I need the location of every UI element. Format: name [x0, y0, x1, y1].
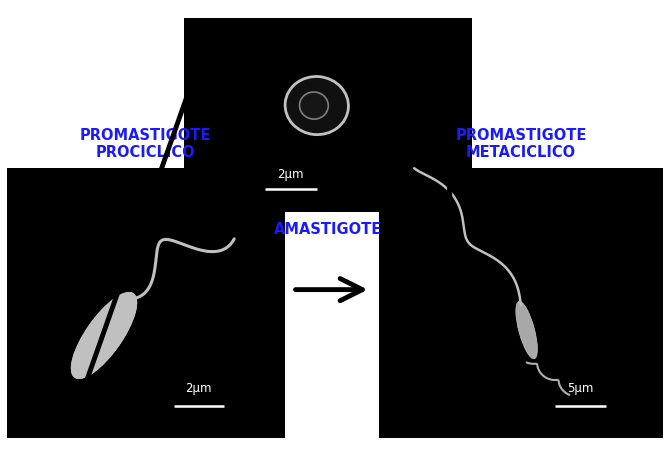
Ellipse shape [299, 92, 328, 119]
Text: 2μm: 2μm [186, 382, 212, 395]
Ellipse shape [285, 77, 348, 135]
Text: 2μm: 2μm [277, 168, 304, 181]
Text: PROMASTIGOTE
PROCICLICO: PROMASTIGOTE PROCICLICO [80, 128, 212, 160]
Ellipse shape [71, 292, 137, 378]
Bar [7, 168, 285, 438]
Text: AMASTIGOTE: AMASTIGOTE [274, 222, 383, 237]
Bar [379, 168, 663, 438]
Ellipse shape [516, 301, 537, 359]
Text: PROMASTIGOTE
METACICLICO: PROMASTIGOTE METACICLICO [455, 128, 587, 160]
Text: 5μm: 5μm [567, 382, 594, 395]
Bar [184, 18, 472, 212]
